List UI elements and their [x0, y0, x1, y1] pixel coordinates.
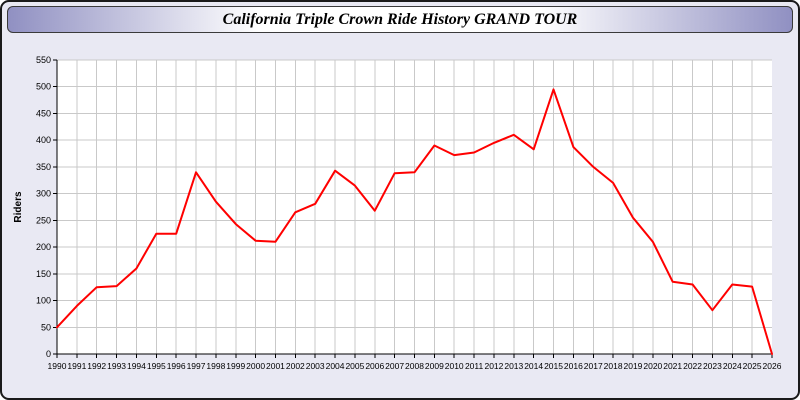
svg-text:550: 550 — [36, 55, 51, 65]
svg-text:2005: 2005 — [345, 361, 364, 371]
svg-text:200: 200 — [36, 242, 51, 252]
svg-text:2015: 2015 — [544, 361, 563, 371]
svg-text:400: 400 — [36, 135, 51, 145]
svg-text:2022: 2022 — [683, 361, 702, 371]
svg-text:450: 450 — [36, 108, 51, 118]
svg-text:2007: 2007 — [385, 361, 404, 371]
svg-text:100: 100 — [36, 296, 51, 306]
svg-text:1996: 1996 — [167, 361, 186, 371]
svg-text:1993: 1993 — [107, 361, 126, 371]
title-bar: California Triple Crown Ride History GRA… — [7, 6, 793, 33]
svg-text:2000: 2000 — [246, 361, 265, 371]
svg-text:2010: 2010 — [445, 361, 464, 371]
svg-text:2013: 2013 — [504, 361, 523, 371]
svg-text:2017: 2017 — [584, 361, 603, 371]
svg-text:2009: 2009 — [425, 361, 444, 371]
page-title: California Triple Crown Ride History GRA… — [222, 10, 578, 28]
svg-text:1997: 1997 — [187, 361, 206, 371]
svg-text:350: 350 — [36, 162, 51, 172]
svg-text:Riders: Riders — [13, 191, 24, 223]
svg-text:2024: 2024 — [723, 361, 742, 371]
svg-text:2014: 2014 — [524, 361, 543, 371]
svg-text:2002: 2002 — [286, 361, 305, 371]
svg-text:150: 150 — [36, 269, 51, 279]
svg-text:2008: 2008 — [405, 361, 424, 371]
svg-text:2011: 2011 — [465, 361, 484, 371]
svg-text:2019: 2019 — [624, 361, 643, 371]
svg-text:50: 50 — [41, 322, 51, 332]
svg-text:1990: 1990 — [48, 361, 67, 371]
svg-text:250: 250 — [36, 215, 51, 225]
svg-text:0: 0 — [46, 349, 51, 359]
svg-text:2023: 2023 — [703, 361, 722, 371]
svg-text:300: 300 — [36, 189, 51, 199]
svg-text:2004: 2004 — [326, 361, 345, 371]
svg-text:500: 500 — [36, 82, 51, 92]
svg-text:1992: 1992 — [87, 361, 106, 371]
svg-text:2025: 2025 — [743, 361, 762, 371]
svg-text:2001: 2001 — [266, 361, 285, 371]
svg-text:2003: 2003 — [306, 361, 325, 371]
svg-text:1998: 1998 — [206, 361, 225, 371]
svg-text:1991: 1991 — [67, 361, 86, 371]
svg-text:2006: 2006 — [365, 361, 384, 371]
svg-text:2016: 2016 — [564, 361, 583, 371]
svg-text:2026: 2026 — [763, 361, 782, 371]
svg-text:1995: 1995 — [147, 361, 166, 371]
svg-text:2021: 2021 — [663, 361, 682, 371]
svg-text:2012: 2012 — [484, 361, 503, 371]
svg-text:2018: 2018 — [604, 361, 623, 371]
svg-text:1994: 1994 — [127, 361, 146, 371]
svg-text:2020: 2020 — [643, 361, 662, 371]
chart-panel: 0 50 100 150 200 250 300 350 400 450 500 550 1990 199… — [10, 46, 794, 396]
svg-text:1999: 1999 — [226, 361, 245, 371]
